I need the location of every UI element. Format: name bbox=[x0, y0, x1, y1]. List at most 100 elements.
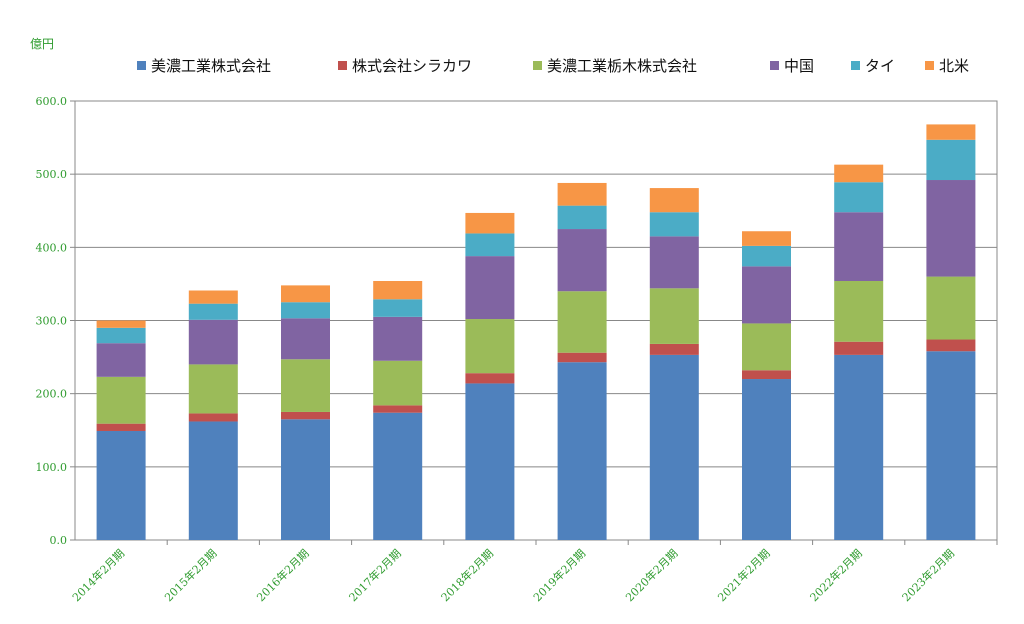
bar-segment-5-4 bbox=[373, 299, 423, 317]
x-tick-label: 2022年2月期 bbox=[807, 546, 865, 604]
y-tick-label: 200.0 bbox=[36, 388, 68, 401]
bar-segment-2-2 bbox=[188, 413, 238, 422]
bar-segment-2-8 bbox=[742, 370, 791, 380]
legend-item: 美濃工業栃木株式会社 bbox=[533, 57, 697, 75]
bar-segment-4-10 bbox=[926, 180, 976, 277]
bar-segment-3-4 bbox=[373, 360, 423, 406]
bar-segment-3-2 bbox=[188, 364, 238, 414]
bar-segment-5-3 bbox=[281, 302, 330, 319]
legend-label: 中国 bbox=[784, 57, 814, 75]
bar-segment-6-9 bbox=[834, 164, 884, 183]
y-tick-label: 100.0 bbox=[36, 461, 68, 474]
legend-swatch bbox=[533, 61, 542, 70]
bar-segment-2-1 bbox=[96, 423, 146, 431]
bar-segment-5-5 bbox=[465, 233, 515, 257]
bar-segment-6-10 bbox=[926, 124, 976, 140]
bar-segment-5-7 bbox=[649, 212, 699, 237]
legend-label: 株式会社シラカワ bbox=[352, 57, 472, 75]
x-tick-label: 2023年2月期 bbox=[899, 546, 957, 604]
bar-segment-4-9 bbox=[834, 212, 884, 281]
bar-segment-1-2 bbox=[188, 421, 238, 540]
x-tick-label: 2020年2月期 bbox=[622, 546, 680, 604]
x-tick-label: 2015年2月期 bbox=[161, 546, 219, 604]
bar-segment-6-7 bbox=[649, 188, 699, 213]
x-tick-label: 2014年2月期 bbox=[69, 546, 127, 604]
bar-segment-3-7 bbox=[649, 288, 699, 344]
bar-segment-4-3 bbox=[281, 318, 330, 360]
legend-item: 北米 bbox=[925, 57, 969, 75]
bar-segment-3-3 bbox=[281, 359, 330, 412]
bar-segment-4-5 bbox=[465, 256, 515, 320]
legend-swatch bbox=[137, 61, 146, 70]
bar-segment-2-3 bbox=[281, 411, 330, 420]
legend-swatch bbox=[338, 61, 347, 70]
legend-item: 美濃工業株式会社 bbox=[137, 57, 271, 75]
bar-segment-1-6 bbox=[557, 362, 607, 540]
x-tick-label: 2018年2月期 bbox=[438, 546, 496, 604]
bar-segment-1-4 bbox=[373, 412, 423, 540]
bar-segment-5-1 bbox=[96, 327, 146, 344]
bar-segment-4-2 bbox=[188, 319, 238, 365]
y-tick-label: 0.0 bbox=[50, 534, 68, 547]
bar-segment-3-10 bbox=[926, 276, 976, 340]
legend-item: 中国 bbox=[770, 57, 814, 75]
bar-segment-6-8 bbox=[742, 231, 791, 246]
bar-segment-6-5 bbox=[465, 212, 515, 234]
bar-segment-1-1 bbox=[96, 430, 146, 540]
bar-segment-2-5 bbox=[465, 373, 515, 384]
bar-segment-3-5 bbox=[465, 319, 515, 374]
bar-segment-1-10 bbox=[926, 351, 976, 540]
bar-segment-3-1 bbox=[96, 376, 146, 424]
bar-segment-3-8 bbox=[742, 323, 791, 371]
bar-segment-2-10 bbox=[926, 339, 976, 352]
bar-segment-1-9 bbox=[834, 354, 884, 540]
x-tick-label: 2019年2月期 bbox=[530, 546, 588, 604]
bar-segment-3-9 bbox=[834, 280, 884, 342]
bar-segment-4-1 bbox=[96, 343, 146, 377]
legend-swatch bbox=[925, 61, 934, 70]
y-tick-label: 500.0 bbox=[36, 168, 68, 181]
bar-segment-4-8 bbox=[742, 266, 791, 324]
bar-segment-5-2 bbox=[188, 303, 238, 320]
legend-swatch bbox=[770, 61, 779, 70]
bar-segment-6-6 bbox=[557, 182, 607, 206]
legend-swatch bbox=[851, 61, 860, 70]
legend-label: 北米 bbox=[939, 57, 969, 75]
legend-label: 美濃工業株式会社 bbox=[151, 57, 271, 75]
bar-segment-5-8 bbox=[742, 245, 791, 267]
bar-segment-1-3 bbox=[281, 419, 330, 540]
bar-segment-4-7 bbox=[649, 236, 699, 289]
y-tick-label: 400.0 bbox=[36, 241, 68, 254]
bar-segment-1-7 bbox=[649, 354, 699, 540]
legend-label: タイ bbox=[865, 57, 895, 75]
bar-segment-6-3 bbox=[281, 285, 330, 303]
bar-segment-1-5 bbox=[465, 383, 515, 540]
legend-item: 株式会社シラカワ bbox=[338, 57, 472, 75]
y-axis-unit-label: 億円 bbox=[30, 37, 54, 51]
bar-segment-6-4 bbox=[373, 280, 423, 300]
legend-item: タイ bbox=[851, 57, 895, 75]
plot-area: 0.0 100.0 200.0 300.0 400.0 500.0 600.0 2014年2月… bbox=[36, 95, 998, 604]
bar-segment-2-6 bbox=[557, 352, 607, 363]
x-tick-label: 2017年2月期 bbox=[346, 546, 404, 604]
bar-segment-1-8 bbox=[742, 379, 791, 540]
y-tick-label: 300.0 bbox=[36, 315, 68, 328]
x-tick-label: 2021年2月期 bbox=[715, 546, 773, 604]
legend: 美濃工業株式会社 株式会社シラカワ 美濃工業栃木株式会社 中国 タイ 北米 bbox=[137, 57, 969, 75]
bar-segment-5-6 bbox=[557, 205, 607, 230]
bar-segment-2-4 bbox=[373, 405, 423, 413]
bar-segment-4-6 bbox=[557, 229, 607, 292]
bar-segment-5-10 bbox=[926, 139, 976, 181]
bar-segment-5-9 bbox=[834, 182, 884, 213]
bar-segment-2-9 bbox=[834, 341, 884, 355]
bar-segment-6-2 bbox=[188, 290, 238, 304]
bar-segment-6-1 bbox=[96, 320, 146, 328]
bar-segment-4-4 bbox=[373, 316, 423, 361]
y-tick-label: 600.0 bbox=[36, 95, 68, 108]
bar-segment-2-7 bbox=[649, 343, 699, 355]
legend-label: 美濃工業栃木株式会社 bbox=[547, 57, 697, 75]
x-tick-label: 2016年2月期 bbox=[254, 546, 312, 604]
bar-segment-3-6 bbox=[557, 291, 607, 353]
